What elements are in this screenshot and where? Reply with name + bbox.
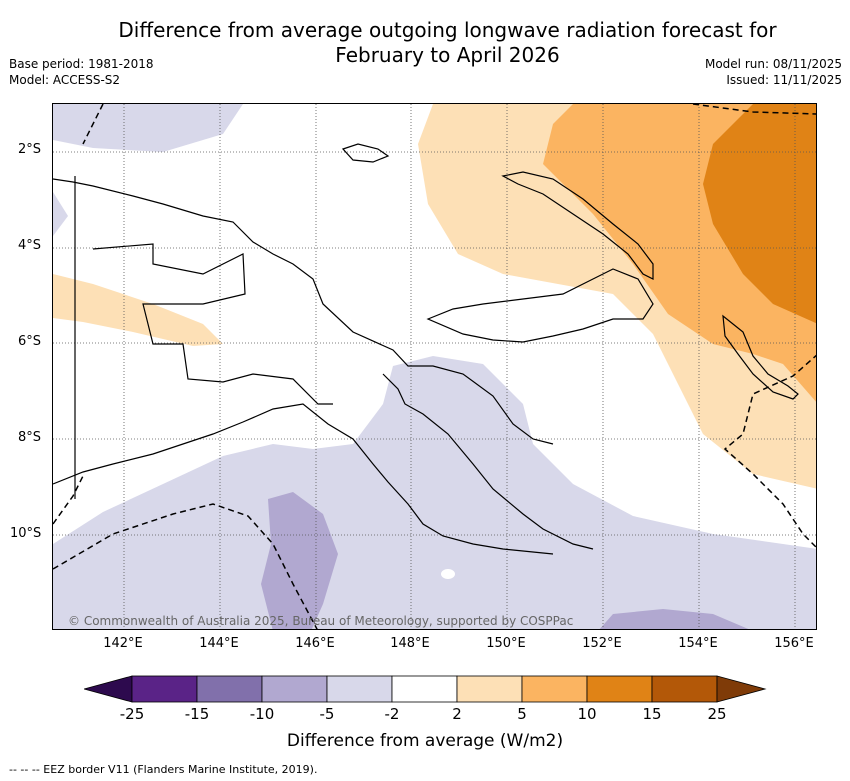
colorbar xyxy=(84,675,767,703)
eez-border-west xyxy=(53,503,318,629)
colorbar-tick-2: -10 xyxy=(249,705,275,723)
map-panel xyxy=(52,103,817,630)
copyright-notice: © Commonwealth of Australia 2025, Bureau… xyxy=(68,614,574,628)
colorbar-tick-9: 25 xyxy=(707,705,727,723)
lat-label-4s: 4°S xyxy=(18,238,42,253)
colorbar-tick-1: -15 xyxy=(184,705,210,723)
colorbar-tick-0: -25 xyxy=(119,705,145,723)
meta-left: Base period: 1981-2018 Model: ACCESS-S2 xyxy=(9,56,154,88)
province-boundaries xyxy=(92,243,333,405)
eez-border-nw xyxy=(82,104,104,145)
meta-right: Model run: 08/11/2025 Issued: 11/11/2025 xyxy=(705,56,842,88)
neg-anomaly-region-w xyxy=(53,192,68,236)
colorbar-segment-6 xyxy=(521,675,588,703)
manus-island-coast xyxy=(341,143,390,163)
colorbar-tick-4: -2 xyxy=(384,705,400,723)
new-ireland-coast xyxy=(501,171,654,280)
colorbar-over-arrow xyxy=(716,675,767,703)
model-run: Model run: 08/11/2025 xyxy=(704,57,842,71)
map-canvas xyxy=(53,104,816,629)
model-name: Model: ACCESS-S2 xyxy=(9,73,121,87)
pos-anomaly-region-west xyxy=(53,274,223,346)
colorbar-segment-5 xyxy=(456,675,523,703)
colorbar-tick-6: 5 xyxy=(517,705,527,723)
lat-label-6s: 6°S xyxy=(18,334,42,349)
colorbar-segment-8 xyxy=(651,675,718,703)
lon-label-156e: 156°E xyxy=(774,636,814,651)
colorbar-segment-7 xyxy=(586,675,653,703)
neg-anomaly-region-se-deeper xyxy=(599,609,749,629)
colorbar-segment-3 xyxy=(326,675,393,703)
colorbar-title: Difference from average (W/m2) xyxy=(286,731,564,751)
eez-footnote: -- -- -- EEZ border V11 (Flanders Marine… xyxy=(9,763,318,776)
lon-label-146e: 146°E xyxy=(295,636,335,651)
base-period: Base period: 1981-2018 xyxy=(9,57,154,71)
title-line-2: February to April 2026 xyxy=(335,43,560,67)
neg-anomaly-region-sw-deeper xyxy=(261,492,338,629)
neg-anomaly-region-south xyxy=(53,356,816,629)
new-guinea-coast-south xyxy=(53,403,554,555)
new-britain-coast xyxy=(426,268,654,343)
colorbar-segment-4 xyxy=(391,675,458,703)
pos-anomaly-region-ne-strong xyxy=(703,104,816,324)
lon-label-150e: 150°E xyxy=(486,636,526,651)
eez-border-sw xyxy=(53,475,84,525)
lon-label-154e: 154°E xyxy=(678,636,718,651)
lat-label-10s: 10°S xyxy=(10,526,42,541)
neg-anomaly-region-nw xyxy=(53,104,243,152)
lon-label-142e: 142°E xyxy=(103,636,143,651)
title-line-1: Difference from average outgoing longwav… xyxy=(118,18,777,42)
new-guinea-coast-north xyxy=(53,178,554,445)
eez-borders xyxy=(53,104,816,629)
bougainville-coast xyxy=(722,314,799,400)
colorbar-tick-8: 15 xyxy=(642,705,662,723)
lat-label-8s: 8°S xyxy=(18,430,42,445)
colorbar-under-arrow xyxy=(84,675,133,703)
eez-border-east xyxy=(723,354,816,549)
map-title: Difference from average outgoing longwav… xyxy=(0,18,850,68)
colorbar-segment-0 xyxy=(131,675,198,703)
lon-label-148e: 148°E xyxy=(390,636,430,651)
papuan-peninsula-coast xyxy=(382,373,594,550)
lat-label-2s: 2°S xyxy=(18,142,42,157)
colorbar-segment-2 xyxy=(261,675,328,703)
graticule xyxy=(53,104,816,629)
issued-date: Issued: 11/11/2025 xyxy=(726,73,842,87)
white-patch xyxy=(441,569,455,579)
colorbar-tick-3: -5 xyxy=(319,705,335,723)
colorbar-tick-7: 10 xyxy=(577,705,597,723)
lon-label-152e: 152°E xyxy=(582,636,622,651)
lon-label-144e: 144°E xyxy=(199,636,239,651)
colorbar-tick-5: 2 xyxy=(452,705,462,723)
colorbar-segment-1 xyxy=(196,675,263,703)
eez-border-ne xyxy=(692,104,816,115)
coastlines xyxy=(53,143,799,555)
